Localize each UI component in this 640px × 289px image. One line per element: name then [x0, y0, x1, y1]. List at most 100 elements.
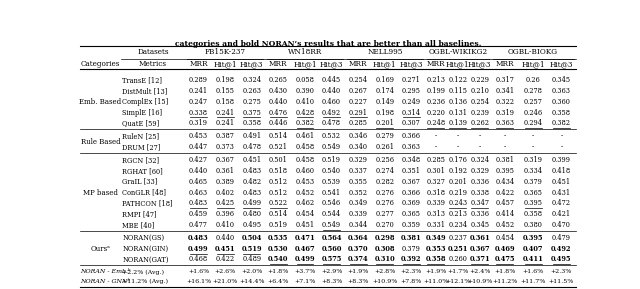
Text: 0.430: 0.430 [269, 87, 288, 95]
Text: 0.379: 0.379 [402, 245, 421, 253]
Text: WN18RR: WN18RR [288, 49, 322, 56]
Text: 0.336: 0.336 [470, 210, 489, 218]
Text: 0.470: 0.470 [552, 221, 571, 229]
Text: 0.358: 0.358 [242, 119, 261, 127]
Text: 0.331: 0.331 [426, 221, 445, 229]
Text: 0.338: 0.338 [189, 108, 208, 116]
Text: 0.213: 0.213 [448, 210, 467, 218]
Text: 0.359: 0.359 [402, 221, 421, 229]
Text: MRR: MRR [269, 60, 287, 68]
Text: +11.0%: +11.0% [423, 279, 449, 284]
Text: 0.381: 0.381 [495, 156, 515, 164]
Text: 0.295: 0.295 [402, 87, 421, 95]
Text: 0.495: 0.495 [551, 255, 572, 264]
Text: 0.453: 0.453 [296, 178, 314, 186]
Text: 0.499: 0.499 [242, 199, 261, 207]
Text: 0.263: 0.263 [242, 87, 261, 95]
Text: 0.198: 0.198 [375, 108, 394, 116]
Text: 0.351: 0.351 [402, 167, 421, 175]
Text: 0.535: 0.535 [268, 234, 289, 242]
Text: 0.358: 0.358 [426, 255, 446, 264]
Text: -: - [456, 132, 459, 140]
Text: NORAN - GNNᵇ: NORAN - GNNᵇ [80, 279, 130, 284]
Text: 0.541: 0.541 [322, 188, 341, 197]
Text: 0.483: 0.483 [242, 167, 261, 175]
Text: 0.276: 0.276 [375, 199, 394, 207]
Text: 0.501: 0.501 [269, 156, 288, 164]
Text: 0.241: 0.241 [216, 119, 235, 127]
Text: 0.324: 0.324 [470, 156, 489, 164]
Text: 0.361: 0.361 [216, 167, 235, 175]
Text: 0.518: 0.518 [269, 167, 288, 175]
Text: -: - [532, 132, 534, 140]
Text: Hit@3: Hit@3 [240, 60, 264, 68]
Text: 0.461: 0.461 [296, 132, 314, 140]
Text: 0.361: 0.361 [469, 234, 490, 242]
Text: 0.418: 0.418 [552, 167, 571, 175]
Text: 0.324: 0.324 [242, 76, 261, 84]
Text: -: - [456, 143, 459, 151]
Text: 0.192: 0.192 [448, 167, 467, 175]
Text: 0.307: 0.307 [402, 119, 420, 127]
Text: 0.365: 0.365 [402, 210, 421, 218]
Text: 0.421: 0.421 [552, 210, 571, 218]
Text: 0.329: 0.329 [349, 156, 367, 164]
Text: 0.347: 0.347 [470, 199, 489, 207]
Text: +2.0%: +2.0% [241, 269, 262, 274]
Text: 0.282: 0.282 [375, 178, 394, 186]
Text: 0.373: 0.373 [216, 143, 234, 151]
Text: 0.374: 0.374 [348, 255, 369, 264]
Text: 0.428: 0.428 [296, 108, 314, 116]
Text: 0.483: 0.483 [188, 234, 209, 242]
Text: 0.564: 0.564 [321, 234, 342, 242]
Text: 0.277: 0.277 [376, 210, 394, 218]
Text: 0.334: 0.334 [524, 167, 543, 175]
Text: +14.4%: +14.4% [239, 279, 264, 284]
Text: 0.446: 0.446 [269, 119, 288, 127]
Text: NELL995: NELL995 [367, 49, 403, 56]
Text: 0.395: 0.395 [524, 199, 543, 207]
Text: 0.467: 0.467 [294, 245, 316, 253]
Text: 0.379: 0.379 [524, 178, 543, 186]
Text: +3.7%: +3.7% [294, 269, 316, 274]
Text: 0.355: 0.355 [349, 178, 367, 186]
Text: 0.451: 0.451 [296, 221, 314, 229]
Text: +2.8%: +2.8% [374, 269, 396, 274]
Text: +2.6%: +2.6% [214, 269, 236, 274]
Text: 0.340: 0.340 [349, 143, 367, 151]
Text: RGHAT [60]: RGHAT [60] [122, 167, 163, 175]
Text: 0.532: 0.532 [322, 132, 341, 140]
Text: GraIL [33]: GraIL [33] [122, 178, 157, 186]
Text: +11.2%: +11.2% [492, 279, 518, 284]
Text: ConGLR [48]: ConGLR [48] [122, 188, 166, 197]
Text: Rule Based: Rule Based [81, 138, 120, 146]
Text: MBE [40]: MBE [40] [122, 221, 154, 229]
Text: 0.26: 0.26 [525, 76, 540, 84]
Text: TransE [12]: TransE [12] [122, 76, 162, 84]
Text: DistMult [13]: DistMult [13] [122, 87, 168, 95]
Text: 0.395: 0.395 [495, 167, 515, 175]
Text: 0.440: 0.440 [189, 167, 208, 175]
Text: 0.367: 0.367 [402, 178, 421, 186]
Text: 0.399: 0.399 [552, 156, 571, 164]
Text: +6.4%: +6.4% [268, 279, 289, 284]
Text: +1.7%: +1.7% [447, 269, 468, 274]
Text: +8.3%: +8.3% [321, 279, 342, 284]
Text: +11.7%: +11.7% [520, 279, 546, 284]
Text: 0.319: 0.319 [189, 119, 208, 127]
Text: 0.375: 0.375 [243, 108, 261, 116]
Text: +10.9%: +10.9% [372, 279, 397, 284]
Text: MRR: MRR [189, 60, 208, 68]
Text: 0.540: 0.540 [322, 167, 341, 175]
Text: 0.358: 0.358 [524, 210, 543, 218]
Text: NORAN(GIN): NORAN(GIN) [122, 245, 168, 253]
Text: 0.345: 0.345 [552, 76, 571, 84]
Text: Categories: Categories [81, 60, 120, 68]
Text: 0.339: 0.339 [349, 210, 367, 218]
Text: 0.440: 0.440 [216, 234, 235, 242]
Text: 0.367: 0.367 [469, 245, 490, 253]
Text: +1.8%: +1.8% [268, 269, 289, 274]
Text: 0.472: 0.472 [552, 199, 571, 207]
Text: 0.363: 0.363 [552, 87, 571, 95]
Text: 0.369: 0.369 [402, 199, 421, 207]
